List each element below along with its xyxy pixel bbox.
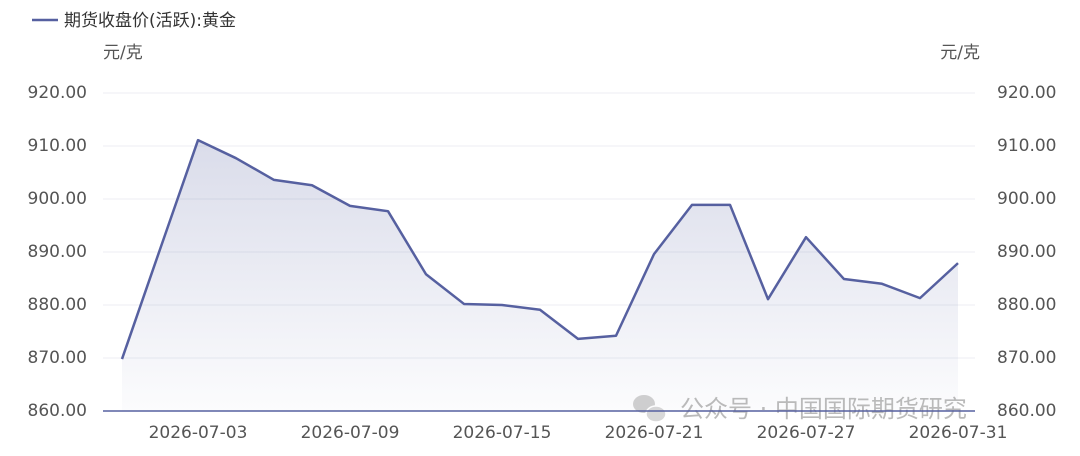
x-tick-label: 2026-07-27 [757, 423, 856, 443]
y2-tick-label: 910.00 [997, 136, 1056, 156]
y2-tick-label: 870.00 [997, 348, 1056, 368]
y2-tick-label: 860.00 [997, 401, 1056, 421]
y-tick-label: 890.00 [28, 242, 87, 262]
watermark-icon [633, 395, 667, 423]
y-tick-label: 860.00 [28, 401, 87, 421]
y2-tick-label: 880.00 [997, 295, 1056, 315]
area [122, 140, 958, 412]
watermark: 公众号 · 中国国际期货研究 [680, 395, 967, 423]
line [120, 138, 959, 360]
y-tick-label: 880.00 [28, 295, 87, 315]
x-tick-label: 2026-07-03 [149, 423, 248, 443]
y2-unit: 元/克 [940, 43, 980, 63]
y2-tick-label: 900.00 [997, 189, 1056, 209]
y2-tick-label: 920.00 [997, 83, 1056, 103]
x-tick-label: 2026-07-15 [453, 423, 552, 443]
y-tick-label: 910.00 [28, 136, 87, 156]
y-tick-label: 900.00 [28, 189, 87, 209]
legend-label: 期货收盘价(活跃):黄金 [64, 11, 236, 31]
x-tick-label: 2026-07-31 [909, 423, 1008, 443]
y-tick-label: 870.00 [28, 348, 87, 368]
y-tick-label: 920.00 [28, 83, 87, 103]
y-unit: 元/克 [103, 43, 143, 63]
x-tick-label: 2026-07-21 [605, 423, 704, 443]
y2-tick-label: 890.00 [997, 242, 1056, 262]
x-tick-label: 2026-07-09 [301, 423, 400, 443]
